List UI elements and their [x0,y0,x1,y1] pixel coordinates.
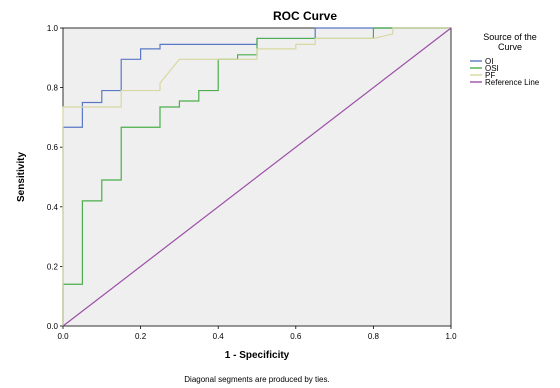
x-tick-label: 0.2 [135,332,147,341]
series-line-pf [62,27,451,326]
legend-label-reference-line: Reference Line [485,78,540,87]
x-axis-label: 1 - Specificity [225,350,290,361]
y-tick-label: 0.4 [47,203,59,212]
y-tick-label: 0.0 [47,322,59,331]
legend-title-line-2: Curve [498,42,522,52]
x-tick-label: 0.4 [213,332,225,341]
legend-label-pf: PF [485,71,495,80]
legend-label-oi: OI [485,57,493,66]
x-tick-label: 0.6 [290,332,302,341]
x-tick-label: 1.0 [445,332,457,341]
footnote: Diagonal segments are produced by ties. [184,375,329,384]
chart-title: ROC Curve [273,9,337,23]
y-axis-label: Sensitivity [16,152,27,202]
y-tick-label: 0.8 [47,84,59,93]
x-tick-label: 0.0 [57,332,69,341]
y-tick-label: 0.6 [47,143,59,152]
legend-label-osi: OSI [485,64,499,73]
x-tick-label: 0.8 [368,332,380,341]
series-line-reference-line [62,27,452,327]
axis-layer: 0.0 0.2 0.4 0.6 0.8 1.0 0.0 0.2 0.4 0.6 0.8 1.0 [47,24,457,341]
y-tick-label: 0.2 [47,262,59,271]
series-layer [62,27,452,327]
legend-title-line-1: Source of the [483,32,537,42]
y-tick-label: 1.0 [47,24,59,33]
